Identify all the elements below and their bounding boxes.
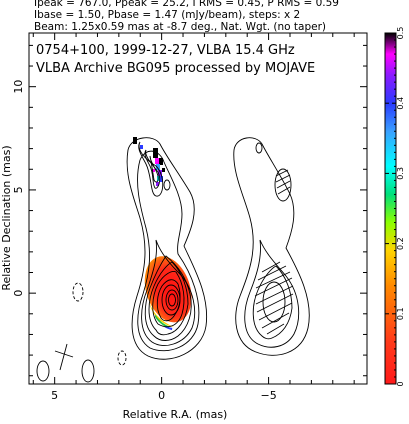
pol-vec-7 bbox=[255, 271, 291, 289]
contour-left-10 bbox=[168, 293, 176, 307]
polarization-vectors-right bbox=[254, 169, 294, 335]
x-axis-label: Relative R.A. (mas) bbox=[123, 408, 228, 421]
header-line-2: Ibase = 1.50, Pbase = 1.47 (mJy/beam), s… bbox=[34, 9, 300, 21]
contour-right-3 bbox=[252, 265, 293, 340]
chart-subtitle: VLBA Archive BG095 processed by MOJAVE bbox=[36, 61, 315, 76]
colorbar-ticks: 0 0.1 0.2 0.3 0.4 0.5 bbox=[385, 27, 405, 387]
pol-vec-11 bbox=[258, 302, 293, 321]
contour-left-4 bbox=[144, 255, 192, 341]
pol-vec-9 bbox=[255, 285, 294, 305]
contours-right bbox=[233, 137, 310, 356]
beam-cross-v bbox=[59, 343, 68, 371]
knot-pol-magenta-1 bbox=[155, 158, 159, 164]
knot-pol-magenta-2 bbox=[152, 169, 155, 172]
pol-vec-4 bbox=[277, 186, 291, 195]
contour-knot-side bbox=[163, 179, 171, 191]
x-tick-label: 0 bbox=[158, 389, 165, 402]
y-tick-label: 0 bbox=[12, 290, 25, 297]
y-axis-ticks: 0 5 10 bbox=[12, 44, 367, 377]
contour-left-3 bbox=[141, 239, 196, 346]
plot-frame bbox=[28, 32, 368, 385]
knot-pol-black-2 bbox=[153, 148, 158, 158]
pol-vec-12 bbox=[261, 312, 290, 329]
contour-right-knot bbox=[274, 168, 292, 202]
contour-right-small bbox=[255, 142, 263, 154]
header-line-3: Beam: 1.25x0.59 mas at -8.7 deg., Nat. W… bbox=[34, 21, 326, 33]
plot-area bbox=[36, 137, 310, 383]
pol-vec-8 bbox=[254, 277, 293, 297]
colorbar-tick-label: 0 bbox=[396, 381, 405, 386]
header-line-1: Ipeak = 767.0, Ppeak = 25.2, I RMS = 0.4… bbox=[34, 0, 339, 9]
contour-left-7 bbox=[156, 279, 181, 322]
x-tick-label: −5 bbox=[260, 389, 276, 402]
neg-contour-2 bbox=[117, 350, 127, 366]
colorbar-tick-label: 0.5 bbox=[396, 27, 405, 40]
contour-right-4 bbox=[262, 281, 286, 323]
pol-vec-13 bbox=[266, 323, 285, 335]
pol-vec-2 bbox=[275, 174, 291, 183]
contour-knot-1 bbox=[138, 141, 164, 197]
y-axis-label: Relative Declination (mas) bbox=[0, 145, 13, 290]
contour-left-2 bbox=[137, 150, 200, 352]
knot-pol-black-4 bbox=[162, 168, 165, 172]
colorbar-tick-label: 0.3 bbox=[396, 167, 405, 180]
y-tick-label: 5 bbox=[12, 186, 25, 193]
contour-left-6 bbox=[152, 271, 185, 328]
contour-knot-2 bbox=[144, 149, 161, 189]
x-axis-ticks: 5 0 −5 bbox=[32, 33, 355, 402]
x-tick-label: 5 bbox=[51, 389, 58, 402]
contours-left bbox=[126, 137, 208, 360]
contour-left-5 bbox=[148, 261, 189, 336]
chart-title: 0754+100, 1999-12-27, VLBA 15.4 GHz bbox=[36, 43, 295, 58]
colorbar-tick-label: 0.1 bbox=[396, 307, 405, 320]
knot-pol-blue-1 bbox=[140, 145, 143, 149]
pol-vec-5 bbox=[261, 261, 281, 273]
beam-ellipse bbox=[36, 360, 50, 382]
pol-vec-10 bbox=[256, 293, 294, 313]
knot-pol-blue-2 bbox=[156, 164, 160, 170]
y-tick-label: 10 bbox=[12, 80, 25, 94]
knot-pol-blue-3 bbox=[160, 176, 163, 182]
contour-knot-3 bbox=[149, 155, 159, 183]
beam-ellipse-right bbox=[81, 359, 95, 383]
contour-right-2 bbox=[244, 239, 300, 348]
contour-left-outer bbox=[126, 137, 208, 360]
contour-left-8 bbox=[161, 284, 181, 316]
knot-pol-violet-1 bbox=[158, 170, 162, 176]
pol-vec-6 bbox=[257, 265, 287, 281]
colorbar-tick-label: 0.2 bbox=[396, 237, 405, 250]
pol-vec-1 bbox=[275, 169, 289, 177]
neg-contour-1 bbox=[72, 282, 84, 302]
pol-vec-3 bbox=[276, 180, 291, 189]
knot-pol-purple-2 bbox=[156, 182, 159, 186]
colorbar-tick-label: 0.4 bbox=[396, 97, 405, 110]
contour-left-9 bbox=[165, 289, 179, 311]
knot-pol-black-3 bbox=[159, 158, 163, 165]
contour-right-outer bbox=[233, 137, 310, 356]
